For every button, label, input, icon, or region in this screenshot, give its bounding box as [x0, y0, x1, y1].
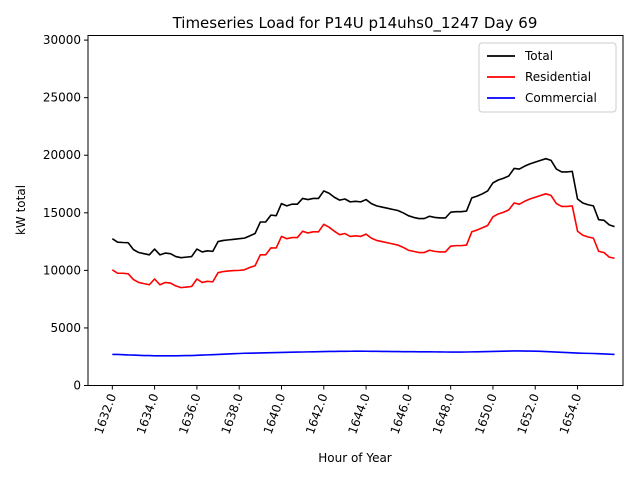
legend-label: Residential: [525, 70, 591, 84]
legend-box: [478, 42, 617, 113]
x-axis-label: Hour of Year: [318, 451, 392, 465]
legend-label: Total: [524, 49, 553, 63]
series-line-residential: [111, 193, 615, 289]
y-tick-label: 20000: [43, 148, 81, 162]
legend: Total Residential Commercial: [478, 42, 617, 113]
series-line-commercial: [112, 350, 615, 357]
y-tick-label: 5000: [50, 321, 81, 335]
y-tick-label: 10000: [43, 263, 81, 277]
y-tick-label: 30000: [43, 33, 81, 47]
y-axis-label: kW total: [14, 185, 28, 235]
plot-frame: [87, 35, 624, 386]
chart-title: Timeseries Load for P14U p14uhs0_1247 Da…: [172, 14, 538, 33]
y-tick-label: 25000: [43, 91, 81, 105]
y-axis: 0 5000 10000 15000 20000 25000 30000: [43, 33, 88, 393]
y-tick-label: 15000: [43, 206, 81, 220]
legend-label: Commercial: [525, 91, 597, 105]
series-line-total: [111, 157, 615, 259]
series-lines: [111, 157, 615, 357]
y-tick-label: 0: [73, 379, 81, 393]
